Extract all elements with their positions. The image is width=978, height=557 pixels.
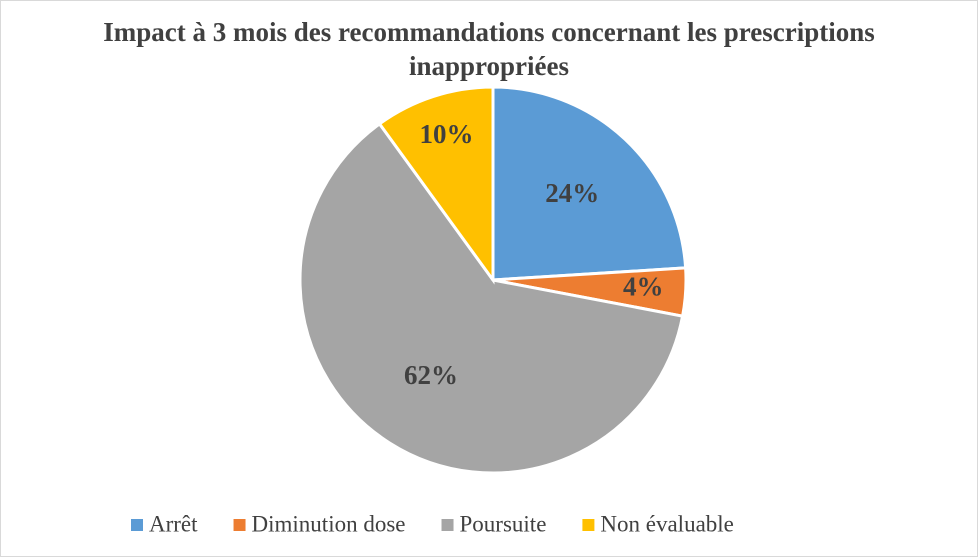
legend-label: Poursuite — [460, 511, 547, 536]
pie-slice — [298, 121, 685, 475]
pie-slice — [491, 85, 688, 282]
pie-slice — [377, 85, 495, 285]
data-label: 62% — [404, 360, 458, 390]
legend-swatch — [131, 519, 143, 531]
legend-swatch — [582, 519, 595, 531]
data-label: 10% — [419, 119, 473, 149]
data-label: 24% — [545, 178, 599, 208]
legend-swatch — [441, 519, 454, 531]
data-label: 4% — [623, 272, 664, 302]
legend-label: Non évaluable — [600, 511, 733, 536]
legend-label: Diminution dose — [252, 511, 406, 536]
chart-title: Impact à 3 mois des recommandations conc… — [103, 17, 875, 81]
legend-label: Arrêt — [149, 511, 198, 536]
legend-swatch — [233, 519, 246, 531]
